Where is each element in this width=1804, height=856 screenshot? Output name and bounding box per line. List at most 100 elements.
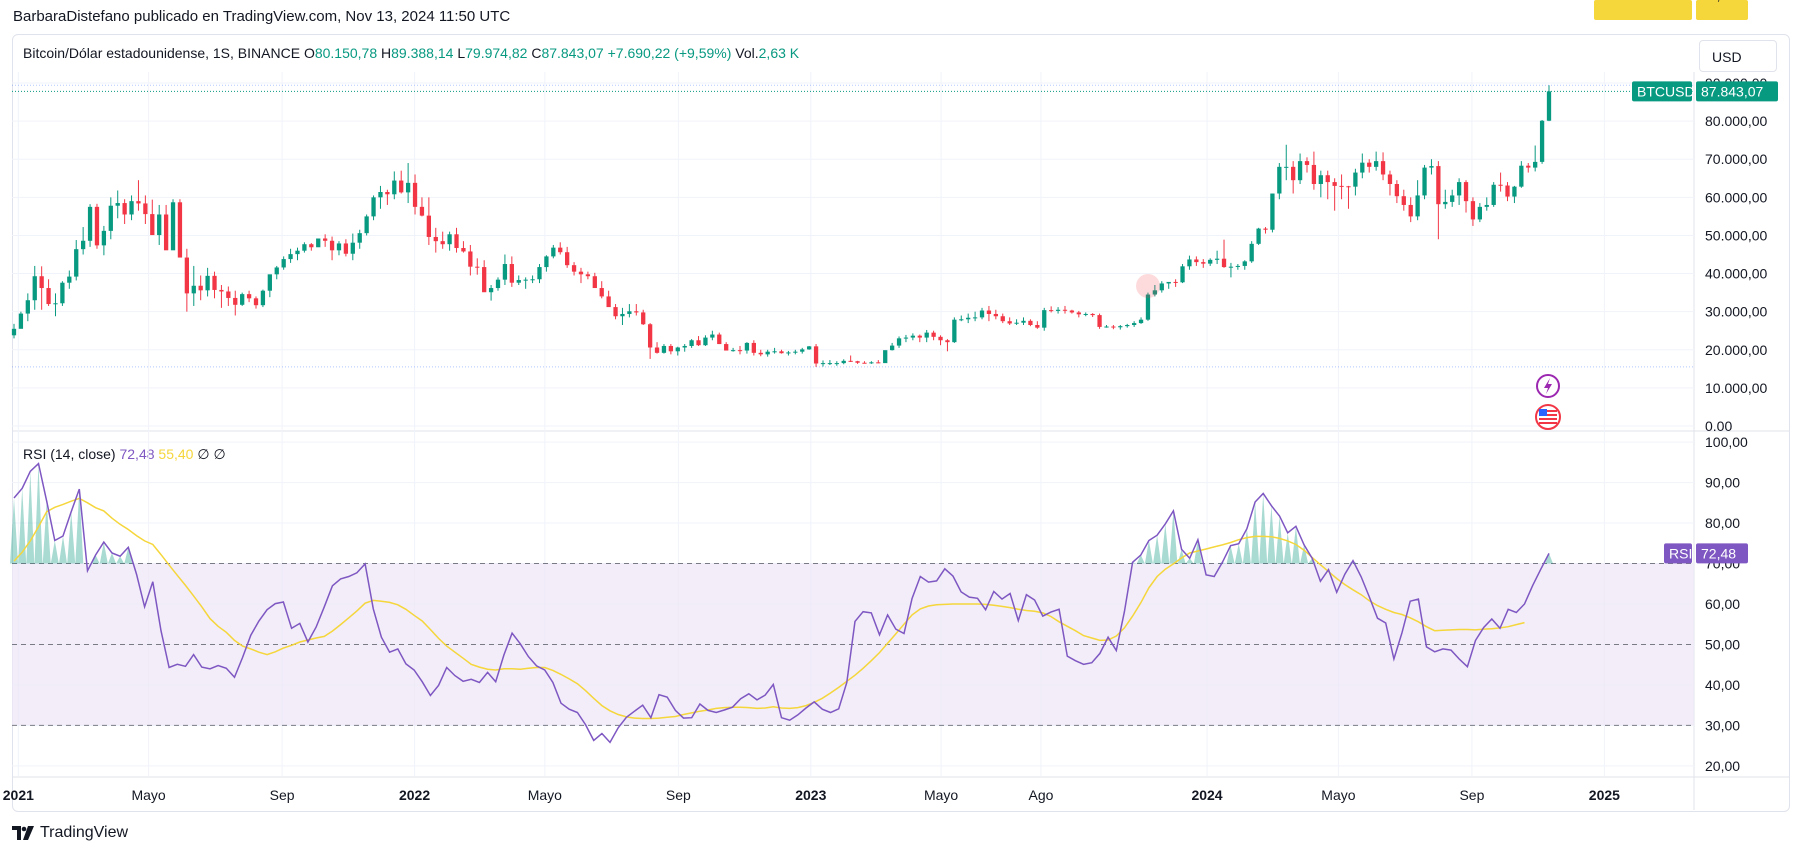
volume-label: Vol. (735, 45, 759, 61)
us-flag-event-icon[interactable] (1535, 404, 1561, 430)
candle-body (931, 332, 936, 337)
candle-body (323, 238, 328, 241)
rsi-value-badge-text: 72,48 (1701, 545, 1736, 561)
candle-body (412, 182, 418, 207)
candle-body (855, 361, 860, 363)
candle-body (1456, 182, 1462, 196)
candle-body (1201, 262, 1206, 264)
candle-body (1484, 204, 1489, 207)
candle-body (786, 352, 791, 354)
candle-body (841, 360, 846, 364)
rsi-layer (10, 462, 1553, 744)
candle-body (1180, 266, 1185, 283)
candle-body (772, 351, 777, 353)
candle-body (53, 303, 58, 305)
candle-body (440, 241, 445, 245)
ma-name-badge-text: RSI-based MA (1599, 0, 1691, 3)
candle-body (585, 274, 591, 277)
candle-body (454, 234, 459, 249)
candle-body (1138, 319, 1144, 324)
candle-body (862, 362, 867, 364)
time-tick-label: Ago (1028, 787, 1053, 803)
candle-body (260, 290, 266, 306)
candle-body (1415, 195, 1420, 217)
candle-body (1118, 326, 1123, 328)
volume-value: 2,63 K (758, 45, 800, 61)
candle-body (1505, 185, 1510, 197)
candle-body (1159, 283, 1164, 291)
candle-body (488, 288, 494, 293)
candle-body (876, 362, 881, 364)
candle-body (571, 265, 577, 272)
candle-body (1028, 320, 1033, 326)
currency-button[interactable]: USD (1699, 40, 1777, 72)
candle-body (1297, 161, 1303, 181)
rsi-band-layer (12, 563, 1694, 726)
candle-body (81, 240, 86, 250)
high-label: H (381, 45, 392, 61)
tradingview-logo[interactable]: TradingView (12, 824, 128, 842)
rsi-title[interactable]: RSI (14, close) (23, 446, 116, 462)
publication-attribution: BarbaraDistefano publicado en TradingVie… (13, 8, 511, 25)
candle-layer (11, 84, 1694, 368)
candle-body (800, 349, 805, 352)
candle-body (896, 338, 902, 346)
candle-body (696, 340, 701, 346)
candle-body (551, 247, 556, 257)
time-tick-label: Sep (270, 787, 295, 803)
symbol-name[interactable]: Bitcoin/Dólar estadounidense, 1S, BINANC… (23, 45, 301, 61)
low-value: 79.974,82 (465, 45, 528, 61)
candle-body (1491, 184, 1496, 205)
candle-body (94, 206, 100, 246)
open-value: 80.150,78 (314, 45, 378, 61)
candle-body (724, 344, 729, 351)
candle-body (399, 180, 404, 193)
lightning-event-icon[interactable] (1536, 374, 1560, 398)
candle-body (945, 340, 950, 343)
rsi-ma-value: 55,40 (158, 446, 194, 462)
candle-body (1380, 161, 1386, 175)
candle-body (1194, 259, 1199, 263)
symbol-legend: Bitcoin/Dólar estadounidense, 1S, BINANC… (23, 45, 799, 61)
high-value: 89.388,14 (391, 45, 454, 61)
candle-body (1035, 325, 1040, 328)
time-tick-label: Mayo (1321, 787, 1355, 803)
ma-value-badge-text: 55,40 (1701, 0, 1736, 3)
candle-body (1408, 204, 1413, 217)
rsi-empty-1: ∅ (197, 446, 210, 462)
rsi-overbought-fill (10, 463, 1553, 564)
rsi-tick-label: 60,00 (1705, 596, 1740, 612)
last-price-badge-box (1696, 81, 1778, 102)
close-value: 87.843,07 (541, 45, 604, 61)
candle-body (343, 243, 349, 254)
candle-body (1512, 186, 1517, 197)
candle-body (848, 360, 853, 362)
candle-body (288, 254, 293, 260)
candle-body (523, 279, 528, 281)
rsi-tick-label: 80,00 (1705, 515, 1740, 531)
candle-body (1546, 91, 1552, 121)
candle-body (737, 350, 743, 352)
candle-body (1000, 316, 1005, 322)
candle-body (253, 298, 259, 306)
candle-body (1346, 186, 1351, 188)
candle-body (295, 250, 300, 255)
candle-body (979, 310, 985, 318)
candle-body (1049, 310, 1054, 312)
time-tick-label: Mayo (924, 787, 958, 803)
candle-body (143, 203, 148, 215)
candle-body (613, 307, 618, 317)
candle-body (765, 351, 770, 355)
candle-body (1263, 228, 1268, 230)
candle-body (758, 352, 763, 355)
candle-body (1083, 313, 1088, 315)
tradingview-logo-icon (12, 826, 34, 840)
candle-body (371, 197, 376, 217)
candle-body (378, 191, 383, 198)
candle-body (1270, 193, 1275, 230)
ma-name-badge-box (1594, 0, 1692, 20)
event-marker[interactable] (1136, 274, 1160, 298)
candle-body (1367, 162, 1372, 167)
series-label-badge-box (1632, 81, 1692, 102)
